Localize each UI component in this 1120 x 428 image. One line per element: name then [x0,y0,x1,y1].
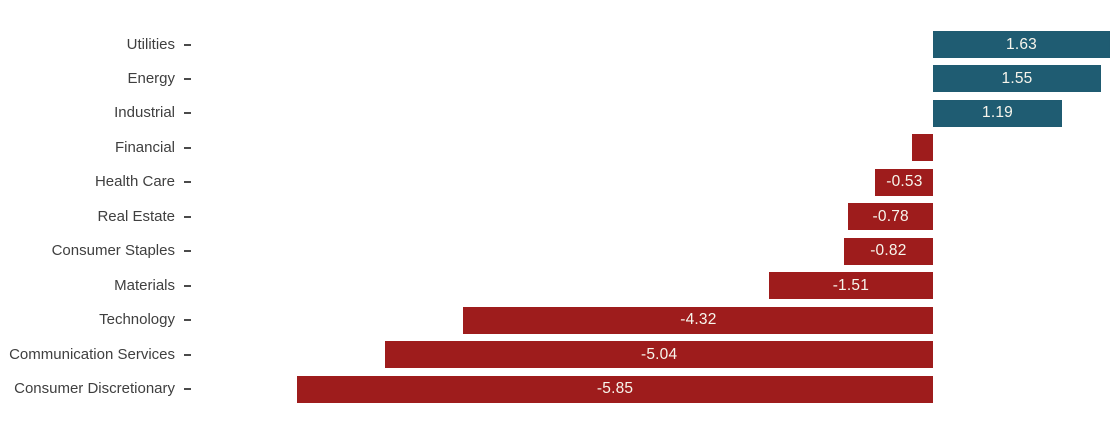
category-label: Real Estate [97,207,175,225]
category-label: Health Care [94,173,175,191]
tick-mark-icon [184,43,191,46]
bar[interactable]: 1.63 [933,31,1110,58]
bar[interactable]: -5.04 [385,341,934,369]
category-label: Technology [99,311,175,329]
bar[interactable]: -5.85 [297,375,934,403]
bar[interactable]: -0.78 [848,203,934,231]
category-label: Consumer Discretionary [14,380,175,397]
tick-mark-icon [184,112,191,115]
bar-value-label: -4.32 [680,311,717,329]
bar-value-label: 1.19 [982,104,1013,122]
bar[interactable]: -4.32 [463,306,934,334]
tick-mark-icon [184,215,191,218]
tick-mark-icon [184,284,191,287]
bar[interactable]: -0.82 [843,237,933,265]
bar[interactable] [912,134,934,162]
category-label: Communication Services [9,345,175,363]
bar-value-label: -0.78 [872,207,909,225]
bar[interactable]: -1.51 [768,272,933,300]
bar-value-label: -1.51 [832,276,870,294]
tick-mark-icon [184,250,191,253]
category-label: Materials [114,276,175,294]
category-label: Consumer Staples [51,242,175,260]
tick-mark-icon [184,181,191,184]
tick-mark-icon [184,146,191,149]
bar-value-label: -5.85 [596,380,634,397]
category-label: Utilities [126,35,175,53]
bar-value-label: -0.82 [870,242,907,260]
category-label: Financial [114,138,175,156]
tick-mark-icon [184,388,191,390]
bar-value-label: 1.55 [1001,69,1033,87]
bar[interactable]: -0.53 [875,168,934,196]
bar-value-label: 1.63 [1006,35,1037,53]
bar[interactable]: 1.55 [933,65,1101,93]
category-label: Industrial [114,104,175,122]
bar-value-label: -0.53 [886,173,923,191]
bar[interactable]: 1.19 [933,99,1062,127]
tick-mark-icon [184,353,191,356]
tick-mark-icon [184,319,191,322]
bar-value-label: -5.04 [640,345,678,363]
tick-mark-icon [184,77,191,80]
category-label: Energy [127,69,175,87]
